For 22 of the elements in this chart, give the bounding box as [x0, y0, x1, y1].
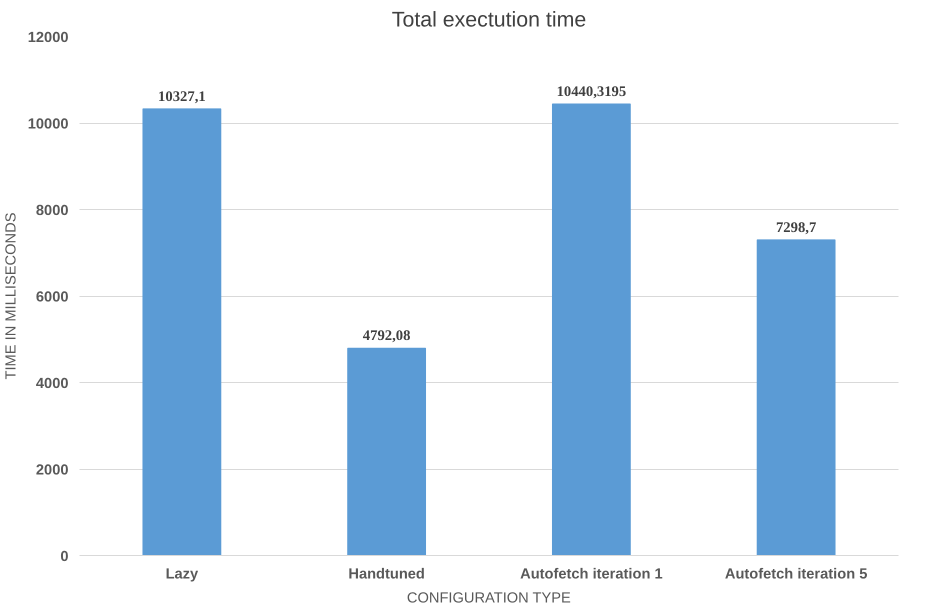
- x-tick-label: Lazy: [166, 566, 200, 582]
- data-label: 4792,08: [362, 328, 410, 344]
- y-axis-title: TIME IN MILLISECONDS: [4, 212, 20, 380]
- x-tick-label: Autofetch iteration 5: [724, 566, 868, 582]
- chart-title: Total exectution time: [392, 8, 586, 32]
- bar: [552, 103, 631, 556]
- bar: [142, 108, 222, 556]
- y-tick-label: 6000: [36, 290, 69, 306]
- y-tick-label: 0: [60, 549, 69, 565]
- x-tick-label: Autofetch iteration 1: [520, 566, 663, 582]
- y-tick-label: 10000: [28, 116, 69, 132]
- x-axis-title: CONFIGURATION TYPE: [406, 590, 572, 606]
- y-tick-label: 2000: [36, 462, 69, 478]
- y-tick-label: 8000: [36, 203, 69, 219]
- bar: [347, 348, 426, 556]
- y-tick-label: 4000: [36, 376, 69, 392]
- data-label: 10327,1: [158, 88, 206, 105]
- data-label: 10440,3195: [556, 84, 626, 100]
- data-label: 7298,7: [776, 220, 816, 236]
- x-tick-label: Handtuned: [348, 566, 425, 582]
- y-tick-label: 12000: [28, 30, 69, 46]
- bar: [756, 239, 836, 556]
